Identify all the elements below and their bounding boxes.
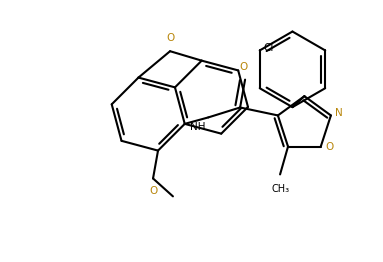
Text: CH₃: CH₃ <box>271 184 289 194</box>
Text: Cl: Cl <box>264 43 274 53</box>
Text: N: N <box>335 108 343 118</box>
Text: NH: NH <box>190 122 205 132</box>
Text: O: O <box>326 141 334 152</box>
Text: O: O <box>239 62 247 72</box>
Text: O: O <box>166 33 174 43</box>
Text: O: O <box>149 186 157 196</box>
